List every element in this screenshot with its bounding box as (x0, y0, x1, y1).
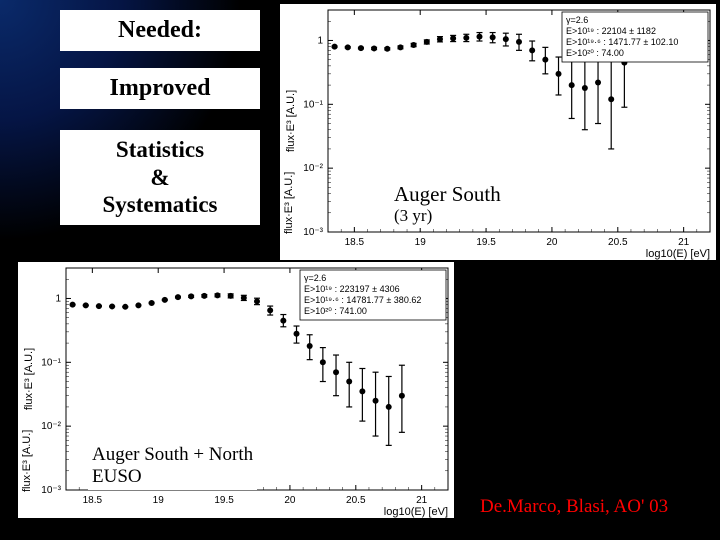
panel-needed: Needed: (60, 10, 260, 51)
svg-text:E>10¹⁹·⁶ : 1471.77 ± 102.10: E>10¹⁹·⁶ : 1471.77 ± 102.10 (566, 37, 678, 47)
svg-text:10⁻¹: 10⁻¹ (41, 357, 61, 368)
svg-text:flux·E³ [A.U.]: flux·E³ [A.U.] (21, 430, 33, 492)
svg-text:E>10¹⁹·⁶ : 14781.77 ± 380.62: E>10¹⁹·⁶ : 14781.77 ± 380.62 (304, 295, 421, 305)
svg-text:20.5: 20.5 (608, 237, 628, 248)
chart-top-title: Auger South (394, 182, 501, 206)
svg-text:10⁻³: 10⁻³ (303, 227, 323, 238)
svg-text:19: 19 (153, 495, 165, 506)
svg-text:10⁻³: 10⁻³ (41, 485, 61, 496)
svg-text:flux·E³ [A.U.]: flux·E³ [A.U.] (285, 90, 297, 152)
chart-bottom-title2: EUSO (92, 466, 253, 488)
text-improved: Improved (70, 74, 250, 103)
svg-text:18.5: 18.5 (345, 237, 365, 248)
text-needed: Needed: (70, 16, 250, 45)
text-statistics: Statistics (70, 136, 250, 164)
svg-text:21: 21 (678, 237, 690, 248)
svg-text:E>10²⁰ : 741.00: E>10²⁰ : 741.00 (304, 306, 367, 316)
svg-text:flux·E³ [A.U.]: flux·E³ [A.U.] (23, 348, 35, 410)
chart-top-label-overlay: Auger South (3 yr) (390, 180, 505, 228)
svg-text:20: 20 (284, 495, 296, 506)
svg-text:10⁻²: 10⁻² (41, 421, 61, 432)
chart-top-subtitle: (3 yr) (394, 206, 501, 226)
text-systematics: Systematics (70, 191, 250, 219)
svg-text:γ=2.6: γ=2.6 (304, 273, 326, 283)
svg-text:E>10¹⁹ : 22104 ± 1182: E>10¹⁹ : 22104 ± 1182 (566, 26, 656, 36)
svg-text:20: 20 (546, 237, 558, 248)
svg-text:19.5: 19.5 (214, 495, 234, 506)
chart-bottom-title1: Auger South + North (92, 444, 253, 466)
svg-text:γ=2.6: γ=2.6 (566, 15, 588, 25)
chart-bottom-label-overlay: Auger South + North EUSO (88, 442, 257, 490)
svg-text:log10(E) [eV]: log10(E) [eV] (646, 248, 710, 260)
svg-text:18.5: 18.5 (83, 495, 103, 506)
svg-text:10⁻¹: 10⁻¹ (303, 99, 323, 110)
svg-text:20.5: 20.5 (346, 495, 366, 506)
panel-improved: Improved (60, 68, 260, 109)
svg-text:log10(E) [eV]: log10(E) [eV] (384, 506, 448, 518)
text-amp: & (70, 164, 250, 192)
svg-text:1: 1 (55, 293, 61, 304)
svg-text:21: 21 (416, 495, 428, 506)
credit-text: De.Marco, Blasi, AO' 03 (480, 496, 668, 518)
svg-text:19: 19 (415, 237, 427, 248)
svg-text:E>10²⁰ : 74.00: E>10²⁰ : 74.00 (566, 48, 624, 58)
svg-text:1: 1 (317, 35, 323, 46)
svg-text:E>10¹⁹ : 223197 ± 4306: E>10¹⁹ : 223197 ± 4306 (304, 284, 400, 294)
svg-text:flux·E³ [A.U.]: flux·E³ [A.U.] (283, 172, 295, 234)
panel-stats-sys: Statistics & Systematics (60, 130, 260, 225)
svg-text:10⁻²: 10⁻² (303, 163, 323, 174)
svg-text:19.5: 19.5 (476, 237, 496, 248)
